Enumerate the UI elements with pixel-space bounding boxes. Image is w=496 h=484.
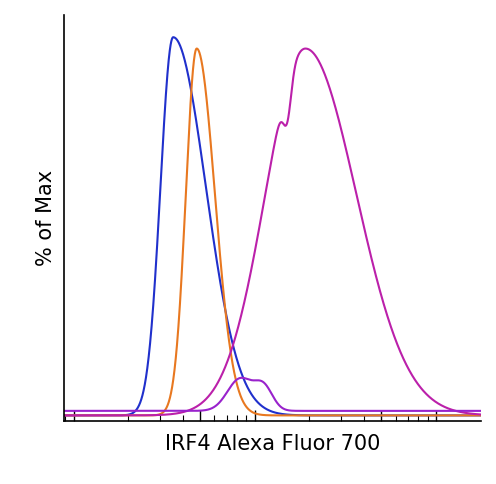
- Y-axis label: % of Max: % of Max: [36, 170, 56, 266]
- X-axis label: IRF4 Alexa Fluor 700: IRF4 Alexa Fluor 700: [165, 434, 380, 454]
